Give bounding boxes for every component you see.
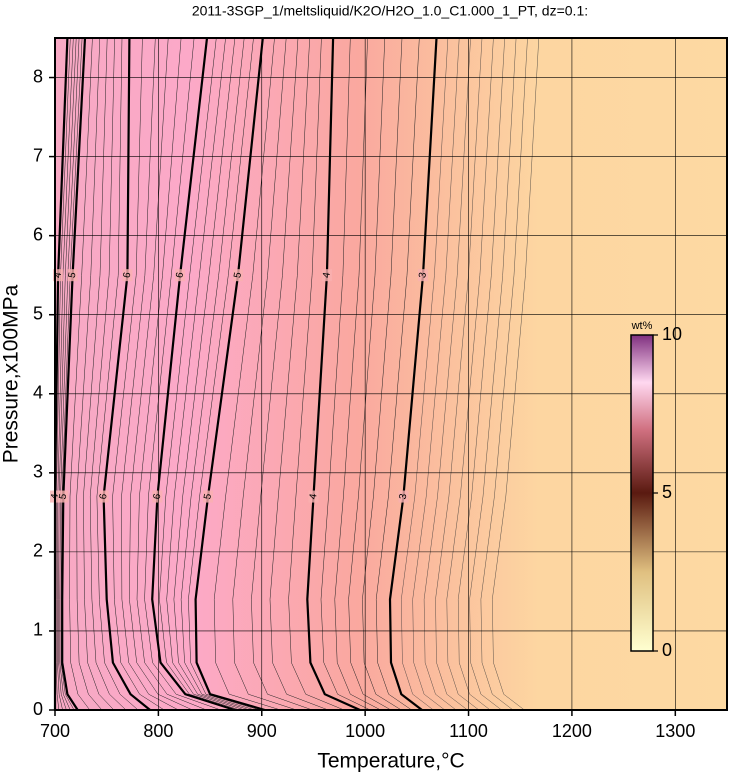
colorbar-tick-label: 0 <box>662 640 672 660</box>
minor-contour <box>96 37 139 711</box>
minor-contour <box>288 37 345 711</box>
minor-contour <box>121 37 179 711</box>
contour-label: 6 <box>122 271 134 279</box>
minor-contour <box>213 37 281 711</box>
plot-frame <box>54 37 728 711</box>
minor-contour <box>188 37 260 711</box>
minor-contour <box>173 37 250 711</box>
minor-contour <box>159 37 240 711</box>
x-tick-label: 1100 <box>449 721 488 741</box>
x-axis-label: Temperature,°C <box>317 750 464 773</box>
minor-contour <box>446 37 494 711</box>
minor-contour <box>144 37 221 711</box>
minor-contour <box>469 37 517 711</box>
contour-label-bg <box>152 490 163 503</box>
minor-contour <box>269 37 329 711</box>
contour-label: 5 <box>58 492 70 500</box>
x-tick-label: 900 <box>247 721 277 741</box>
contour-label-bg <box>232 269 243 282</box>
contour-label-bg <box>58 490 69 503</box>
contour-label: 4 <box>308 492 320 500</box>
contour-label: 6 <box>152 492 164 500</box>
x-tick-label: 700 <box>40 721 70 741</box>
y-tick-label: 8 <box>33 66 43 86</box>
x-tick-label: 1000 <box>345 721 385 741</box>
minor-contour <box>457 37 505 711</box>
contour-label-bg <box>122 269 133 282</box>
minor-contour <box>320 37 371 711</box>
contour-label: 3 <box>398 492 410 500</box>
colorbar-tick-label: 5 <box>662 482 672 502</box>
contour-label-bg <box>203 490 214 503</box>
y-tick-label: 1 <box>33 620 43 640</box>
contour-label: 5 <box>67 271 79 279</box>
minor-contour <box>69 37 93 711</box>
x-tick-label: 1200 <box>552 721 592 741</box>
minor-contour <box>112 37 165 711</box>
contour-label: 6 <box>98 492 110 500</box>
minor-contour <box>129 37 193 711</box>
x-tick-label: 800 <box>143 721 173 741</box>
contour-label: 5 <box>232 271 244 279</box>
minor-contour <box>58 37 77 711</box>
minor-contour <box>362 37 403 711</box>
colorbar-label: wt% <box>631 320 653 332</box>
minor-contour <box>89 37 127 711</box>
minor-contour <box>180 37 255 711</box>
y-tick-label: 2 <box>33 541 43 561</box>
y-tick-label: 7 <box>33 145 43 165</box>
minor-contour <box>412 37 460 711</box>
contour-label: 4 <box>321 271 333 279</box>
minor-contour <box>251 37 313 711</box>
contour-label: 6 <box>174 271 186 279</box>
contour-label: 3 <box>417 271 429 279</box>
minor-contour <box>348 37 392 711</box>
contour-label-bg <box>175 269 186 282</box>
contour-label: 4 <box>52 271 64 279</box>
minor-contour <box>423 37 471 711</box>
minor-contour <box>232 37 297 711</box>
chart-title: 2011-3SGP_1/meltsliquid/K2O/H2O_1.0_C1.0… <box>192 3 588 19</box>
y-tick-label: 0 <box>33 699 43 719</box>
minor-contour <box>492 37 539 711</box>
contour-label-bg <box>53 269 64 282</box>
contour-label: 5 <box>202 492 214 500</box>
contour-label-bg <box>308 490 319 503</box>
y-tick-label: 3 <box>33 462 43 482</box>
y-axis-label: Pressure,x100MPa <box>0 284 23 463</box>
contour-label-bg <box>321 269 332 282</box>
x-tick-label: 1300 <box>655 721 695 741</box>
minor-contour <box>480 37 528 711</box>
minor-contour <box>334 37 381 711</box>
contour-label-bg <box>398 490 409 503</box>
minor-contour <box>76 37 103 711</box>
y-tick-label: 5 <box>33 303 43 323</box>
contour-label-bg <box>98 490 109 503</box>
minor-contour <box>83 37 115 711</box>
minor-contour <box>166 37 245 711</box>
y-tick-label: 4 <box>33 383 43 403</box>
colorbar <box>630 334 654 652</box>
contour-label-bg <box>418 269 429 282</box>
y-tick-label: 6 <box>33 224 43 244</box>
contour-label-bg <box>67 269 78 282</box>
colorbar-tick-label: 10 <box>662 324 682 344</box>
minor-contour <box>136 37 207 711</box>
minor-contour <box>375 37 420 711</box>
minor-contour <box>401 37 449 711</box>
